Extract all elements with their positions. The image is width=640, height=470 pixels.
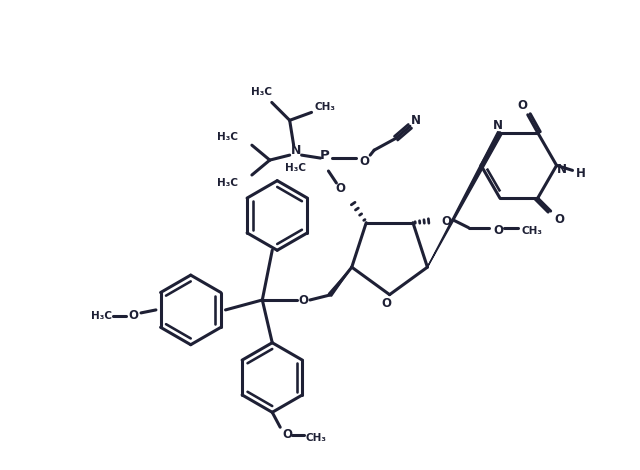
Text: O: O [282,428,292,441]
Text: O: O [442,215,452,228]
Text: O: O [518,99,528,112]
Text: CH₃: CH₃ [522,226,543,235]
Text: H₃C: H₃C [217,178,238,188]
Text: O: O [381,297,392,310]
Text: N: N [411,114,421,127]
Text: CH₃: CH₃ [305,433,326,443]
Text: P: P [319,149,330,162]
Text: H₃C: H₃C [285,163,306,173]
Text: O: O [335,182,346,196]
Text: H₃C: H₃C [252,87,273,97]
Text: H₃C: H₃C [91,311,112,321]
Text: O: O [359,155,369,168]
Polygon shape [428,132,502,267]
Text: CH₃: CH₃ [315,102,336,112]
Text: N: N [557,163,566,176]
Text: O: O [128,309,138,322]
Text: H₃C: H₃C [217,132,238,142]
Text: O: O [555,213,564,227]
Text: H: H [575,167,586,180]
Text: O: O [493,224,504,237]
Text: N: N [493,119,503,132]
Text: O: O [298,295,308,307]
Text: N: N [291,144,301,157]
Polygon shape [328,267,352,296]
